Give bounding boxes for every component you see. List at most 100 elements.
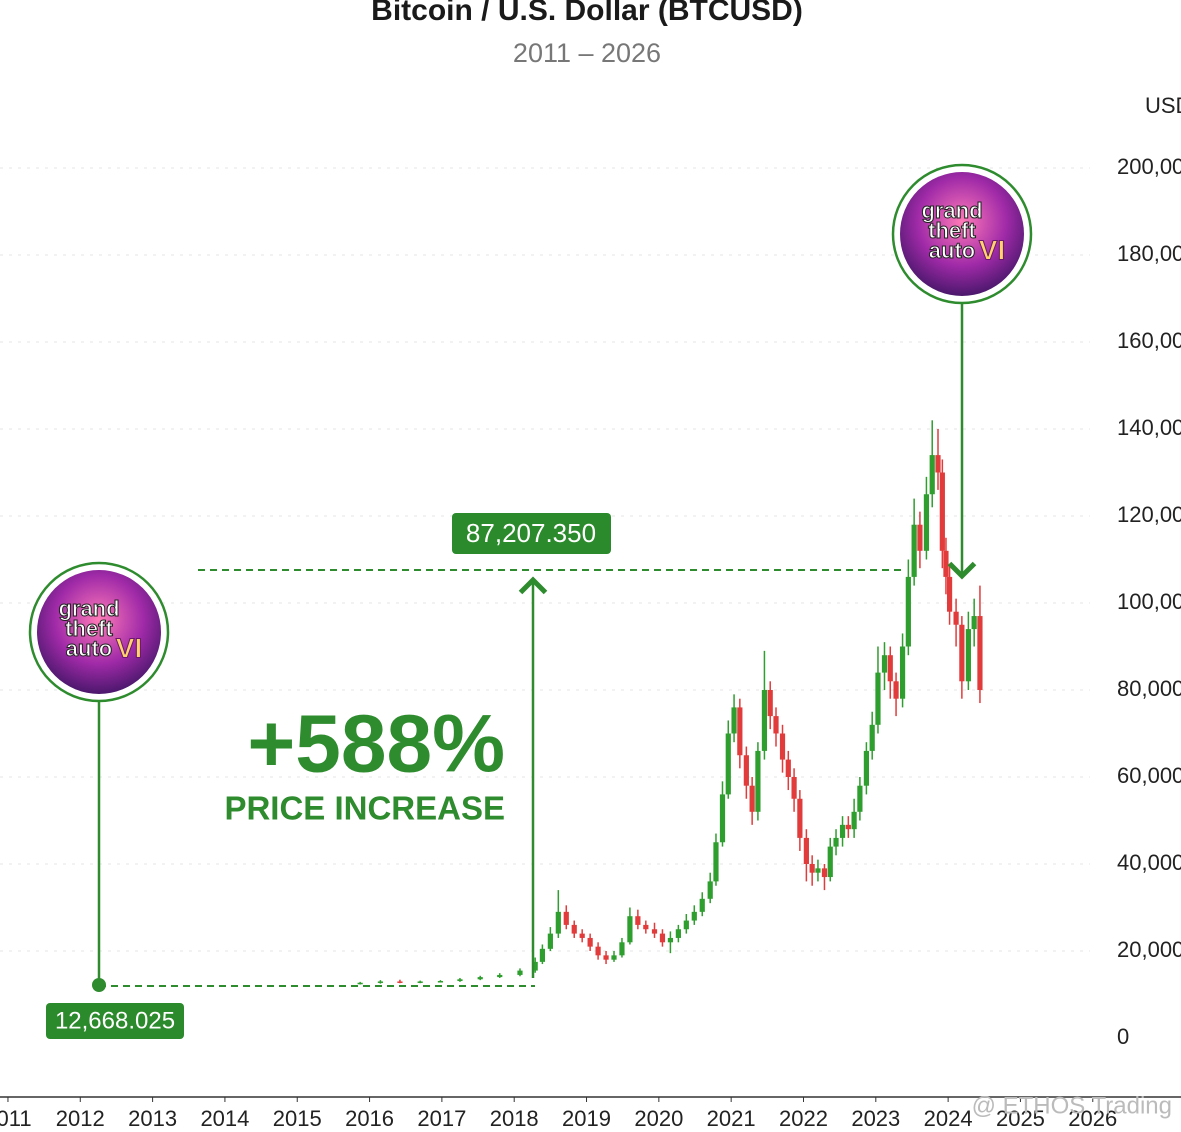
y-tick-label: 200,000: [1117, 154, 1181, 179]
y-tick-label: 100,000: [1117, 589, 1181, 614]
candle-body: [635, 916, 641, 925]
y-tick-label: 40,000: [1117, 850, 1181, 875]
candle-body: [935, 455, 941, 473]
candle-body: [827, 846, 833, 878]
x-tick-label: 2025: [996, 1106, 1045, 1131]
logo-disc: [900, 172, 1024, 296]
candle-body: [881, 655, 888, 673]
y-tick-label: 0: [1117, 1024, 1129, 1049]
x-tick-label: 2026: [1068, 1106, 1117, 1131]
x-tick-label: 2016: [345, 1106, 394, 1131]
end-label: 87,207.350: [466, 518, 596, 548]
candle-body: [477, 977, 483, 980]
chart-subtitle: 2011 – 2026: [513, 38, 661, 68]
candle-body: [437, 981, 444, 983]
candle-body: [946, 576, 953, 612]
candle-body: [839, 824, 846, 838]
candle-body: [965, 629, 971, 682]
x-tick-label: 2012: [56, 1106, 105, 1131]
candle-body: [971, 616, 977, 630]
candle-body: [691, 911, 697, 921]
x-tick-label: 2018: [490, 1106, 539, 1131]
logo-text: theft: [928, 218, 976, 243]
candle-body: [539, 948, 546, 962]
chart-title: Bitcoin / U.S. Dollar (BTCUSD): [371, 0, 803, 27]
candle-body: [357, 982, 363, 985]
candle-body: [675, 929, 681, 938]
logo-text: grand: [58, 596, 119, 621]
x-tick-label: 2023: [851, 1106, 900, 1131]
candle-body: [532, 961, 538, 971]
candle-body: [643, 924, 649, 930]
y-tick-label: 60,000: [1117, 763, 1181, 788]
candle-body: [417, 981, 423, 983]
annotations: 12,668.025 87,207.350 +588% PRICE INCREA…: [46, 302, 977, 1039]
candle-body: [563, 911, 569, 925]
candle-body: [911, 524, 917, 577]
candle-body: [587, 937, 593, 947]
candle-body: [571, 924, 577, 934]
candle-body: [667, 937, 674, 943]
candle-body: [611, 955, 617, 960]
candle-body: [779, 733, 786, 760]
candle-body: [845, 824, 851, 830]
candle-body: [683, 920, 689, 930]
candle-body: [603, 955, 609, 960]
candle-body: [785, 759, 791, 777]
y-tick-label: 180,000: [1117, 241, 1181, 266]
candle-body: [619, 942, 625, 956]
candle-body: [887, 655, 893, 682]
candle-body: [905, 576, 911, 647]
candle-body: [725, 733, 731, 795]
candle-body: [791, 777, 797, 799]
candle-body: [821, 868, 828, 878]
candle-body: [755, 750, 761, 812]
x-tick-label: 2019: [562, 1106, 611, 1131]
candle-body: [977, 616, 983, 690]
candle-body: [863, 750, 870, 786]
y-unit: USD: [1145, 93, 1181, 118]
candle-body: [761, 690, 768, 751]
candle-body: [713, 842, 719, 882]
logo-text: auto: [66, 636, 112, 661]
candle-body: [457, 979, 463, 982]
y-tick-label: 80,000: [1117, 676, 1181, 701]
logo-numeral: VI: [116, 632, 142, 663]
candle-body: [797, 798, 803, 838]
candle-body: [939, 472, 945, 551]
candle-body: [627, 916, 633, 943]
candle-body: [929, 455, 935, 495]
start-label: 12,668.025: [55, 1007, 175, 1034]
candle-body: [547, 933, 553, 949]
candle-body: [497, 974, 503, 978]
candle-body: [815, 868, 821, 873]
candle-body: [899, 646, 906, 699]
candle-body: [737, 707, 743, 756]
logo-numeral: VI: [979, 234, 1005, 265]
logo-text: grand: [921, 198, 982, 223]
candle-body: [959, 624, 965, 682]
candle-body: [917, 524, 923, 551]
x-tick-label: 2021: [707, 1106, 756, 1131]
y-tick-label: 120,000: [1117, 502, 1181, 527]
change-caption: PRICE INCREASE: [224, 790, 505, 827]
x-tick-label: 2020: [634, 1106, 683, 1131]
change-label: +588%: [247, 699, 505, 790]
candle-body: [699, 898, 705, 912]
candle-body: [595, 946, 601, 956]
candle-body: [869, 724, 875, 751]
x-tick-label: 2017: [417, 1106, 466, 1131]
logo-disc: [37, 570, 161, 694]
candle-body: [893, 681, 899, 699]
candle-body: [719, 794, 726, 843]
x-tick-label: 2022: [779, 1106, 828, 1131]
candle-body: [731, 707, 737, 734]
logo-text: auto: [929, 238, 975, 263]
candle-body: [923, 494, 930, 551]
candle-body: [651, 929, 658, 934]
x-tick-label: 2011: [0, 1106, 32, 1131]
x-tick-label: 2024: [924, 1106, 973, 1131]
